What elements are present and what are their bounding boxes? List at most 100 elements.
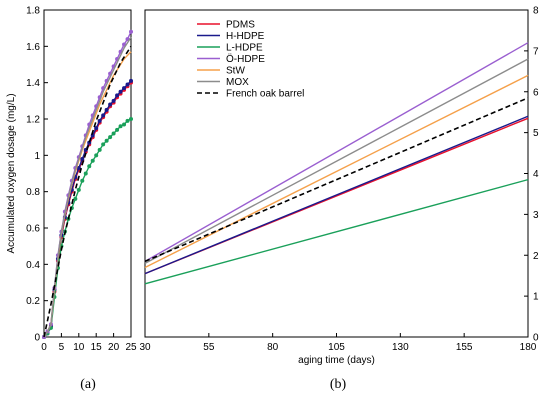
panel-b-y-tick-label-0: 0 (533, 333, 539, 344)
panel-a-y-axis-label: Accumulated oxygen dosage (mg/L) (6, 93, 17, 253)
panel-a-line-h-hdpe (43, 80, 132, 338)
panel-a-chart: 0 5 10 15 20 25 0 0.2 0.4 0.6 0.8 1 1.2 1.4 1.6 1.8 Acc… (6, 6, 137, 393)
panel-a-series-mox (43, 36, 132, 338)
legend-label-french-oak-barrel: French oak barrel (226, 89, 304, 100)
panel-b-line-french-oak-barrel (144, 97, 529, 263)
panel-a-point-l-hdpe-19 (108, 135, 113, 140)
panel-a-point-l-hdpe-20 (111, 131, 116, 136)
panel-a-point-l-hdpe-21 (115, 127, 120, 132)
panel-b-y-tick-label-1: 1 (533, 292, 539, 303)
panel-a-point-l-hdpe-10 (76, 187, 81, 192)
panel-b-y-tick-label-5: 5 (533, 128, 539, 139)
panel-b-y-tick-label-7: 7 (533, 46, 539, 57)
legend-label-h-hdpe: H-HDPE (226, 31, 265, 42)
panel-b-line-mox (144, 58, 529, 265)
panel-a-line-french-oak-barrel (43, 45, 132, 338)
legend-item-o-hdpe: Ö-HDPE (197, 53, 265, 65)
panel-b-y-tick-label-2: 2 (533, 251, 539, 262)
panel-a-x-tick-label-2: 10 (73, 342, 85, 353)
panel-a-point-h-hdpe-22 (118, 89, 123, 94)
legend-item-french-oak-barrel: French oak barrel (197, 89, 304, 100)
panel-a-point-h-hdpe-25 (129, 78, 133, 83)
panel-a-y-tick-label-2: 0.4 (26, 260, 40, 271)
panel-b-x-tick-label-0: 30 (139, 342, 151, 353)
panel-a-label: (a) (80, 377, 96, 392)
legend-label-pdms: PDMS (226, 20, 255, 31)
panel-a-point-h-hdpe-21 (115, 93, 120, 98)
panel-b-x-axis-label: aging time (days) (298, 355, 375, 366)
panel-a-y-tick-label-8: 1.6 (26, 42, 40, 53)
panel-a-point-l-hdpe-9 (73, 196, 78, 201)
legend-label-o-hdpe: Ö-HDPE (226, 53, 265, 65)
panel-a-point-h-hdpe-23 (122, 86, 127, 91)
legend-item-l-hdpe: L-HDPE (197, 43, 263, 54)
legend-item-stw: StW (197, 66, 245, 77)
panel-a-x-tick-label-4: 20 (108, 342, 120, 353)
panel-b-x-tick-label-3: 105 (328, 342, 345, 353)
panel-a-x-tick-label-1: 5 (59, 342, 65, 353)
panel-a-point-h-hdpe-17 (101, 113, 106, 118)
legend-label-l-hdpe: L-HDPE (226, 43, 263, 54)
panel-a-y-tick-label-9: 1.8 (26, 6, 40, 17)
panel-a-series (42, 29, 133, 339)
panel-b-line-h-hdpe (144, 115, 529, 275)
panel-a-y-tick-label-1: 0.2 (26, 296, 40, 307)
panel-a-y-tick-label-4: 0.8 (26, 187, 40, 198)
legend-item-mox: MOX (197, 77, 249, 88)
panel-a-point-l-hdpe-16 (97, 147, 102, 152)
panel-b-line-o-hdpe (144, 42, 529, 262)
panel-a-series-pdms (42, 80, 133, 339)
panel-b-y-tick-label-8: 8 (533, 6, 539, 17)
panel-b-line-stw (144, 74, 529, 269)
panel-a-line-pdms (43, 82, 132, 338)
panel-a-point-h-hdpe-18 (104, 107, 109, 112)
panel-b-y-tick-label-6: 6 (533, 87, 539, 98)
panel-a-y-tick-label-6: 1.2 (26, 115, 40, 126)
panel-a-point-h-hdpe-19 (108, 102, 113, 107)
panel-b-y-tick-label-3: 3 (533, 210, 539, 221)
panel-b-label: (b) (330, 377, 347, 392)
legend-label-mox: MOX (226, 77, 249, 88)
panel-b-series (144, 42, 529, 285)
panel-a-y-tick-label-5: 1 (34, 151, 40, 162)
panel-a-point-l-hdpe-12 (83, 171, 88, 176)
panel-b-line-l-hdpe (144, 178, 529, 285)
panel-b-x-tick-label-1: 55 (203, 342, 215, 353)
legend-item-h-hdpe: H-HDPE (197, 31, 265, 42)
panel-a-point-l-hdpe-13 (87, 164, 92, 169)
panel-a-point-l-hdpe-22 (118, 124, 123, 129)
panel-a-y-tick-label-7: 1.4 (26, 78, 40, 89)
panel-a-line-mox (43, 36, 132, 338)
panel-b-x-tick-label-2: 80 (267, 342, 279, 353)
panel-a-frame (43, 9, 132, 338)
panel-a-line-o-hdpe (43, 31, 132, 338)
panel-a-point-l-hdpe-23 (122, 122, 127, 127)
panel-a-series-french-oak-barrel (43, 45, 132, 338)
panel-a-point-l-hdpe-25 (129, 117, 133, 121)
panel-a-x-tick-label-5: 25 (125, 342, 137, 353)
panel-a-point-h-hdpe-15 (94, 126, 99, 131)
panel-a-point-o-hdpe-25 (129, 29, 133, 34)
panel-b-x-tick-label-5: 155 (456, 342, 473, 353)
panel-b-y-tick-label-4: 4 (533, 169, 539, 180)
panel-b-x-tick-label-6: 180 (520, 342, 537, 353)
panel-a-x-tick-label-3: 15 (91, 342, 103, 353)
panel-a-y-tick-label-3: 0.6 (26, 224, 40, 235)
legend-label-stw: StW (226, 66, 245, 77)
panel-a-point-l-hdpe-24 (125, 118, 130, 123)
panel-a-point-l-hdpe-18 (104, 138, 109, 143)
panel-a-point-l-hdpe-11 (80, 178, 85, 183)
panel-a-series-h-hdpe (42, 78, 133, 339)
panel-b-x-tick-label-4: 130 (392, 342, 409, 353)
panel-a-y-tick-label-0: 0 (34, 333, 40, 344)
legend-item-pdms: PDMS (197, 20, 255, 31)
panel-a-point-h-hdpe-11 (80, 156, 85, 161)
panel-a-point-l-hdpe-14 (90, 158, 95, 163)
panel-a-x-tick-label-0: 0 (41, 342, 47, 353)
panel-a-point-h-hdpe-16 (97, 118, 102, 123)
panel-a-ticks: 0 5 10 15 20 25 0 0.2 0.4 0.6 0.8 1 1.2 1.4 1.6 1.8 (26, 6, 137, 354)
